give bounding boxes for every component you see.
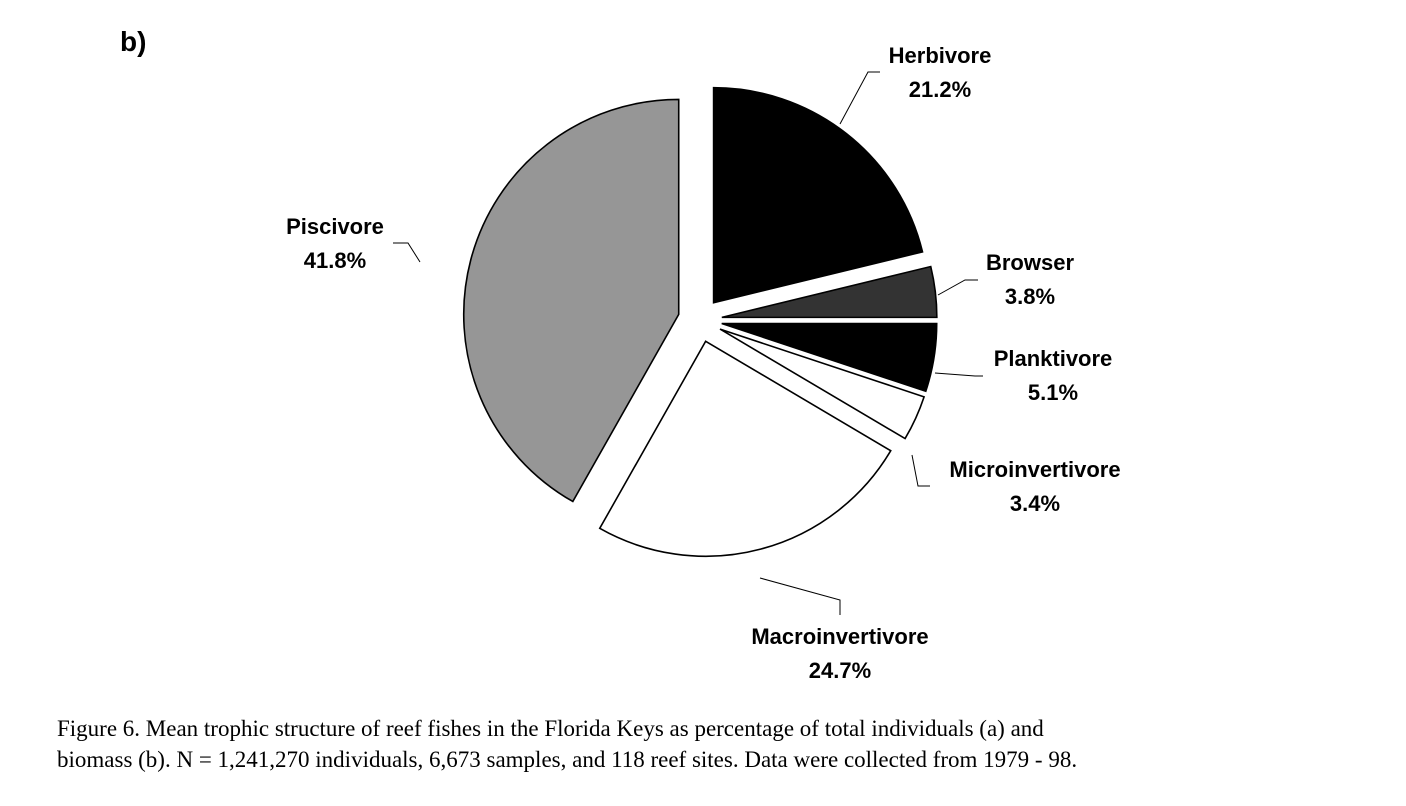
slice-value-macroinvertivore: 24.7% [809,658,871,683]
caption-line-1: Figure 6. Mean trophic structure of reef… [57,716,1044,741]
figure-caption: Figure 6. Mean trophic structure of reef… [57,713,1287,775]
pie-slice-macroinvertivore [598,340,892,558]
slice-name-macroinvertivore: Macroinvertivore [751,624,928,649]
pie-slice-browser [721,265,938,319]
pie-slice-piscivore [462,98,680,503]
pie-slice-herbivore [712,86,924,304]
leader-line-microinvertivore [911,454,930,487]
caption-line-2: biomass (b). N = 1,241,270 individuals, … [57,747,1078,772]
slice-name-browser: Browser [986,250,1074,275]
leader-line-macroinvertivore [759,577,841,615]
slice-name-herbivore: Herbivore [889,43,992,68]
pie-chart: Herbivore 21.2% Browser 3.8% Planktivore 5.1%… [286,43,1121,683]
pie-slice-planktivore [721,322,938,393]
leader-line-herbivore [839,71,880,125]
leader-line-piscivore [393,242,421,263]
leader-line-planktivore [934,372,983,377]
slice-value-browser: 3.8% [1005,284,1055,309]
slice-name-planktivore: Planktivore [994,346,1113,371]
slice-value-herbivore: 21.2% [909,77,971,102]
slice-value-planktivore: 5.1% [1028,380,1078,405]
panel-label: b) [120,26,147,57]
slice-value-piscivore: 41.8% [304,248,366,273]
leader-line-browser [937,279,978,296]
slice-name-piscivore: Piscivore [286,214,384,239]
slice-name-microinvertivore: Microinvertivore [949,457,1120,482]
pie-slice-microinvertivore [719,328,926,440]
slice-value-microinvertivore: 3.4% [1010,491,1060,516]
